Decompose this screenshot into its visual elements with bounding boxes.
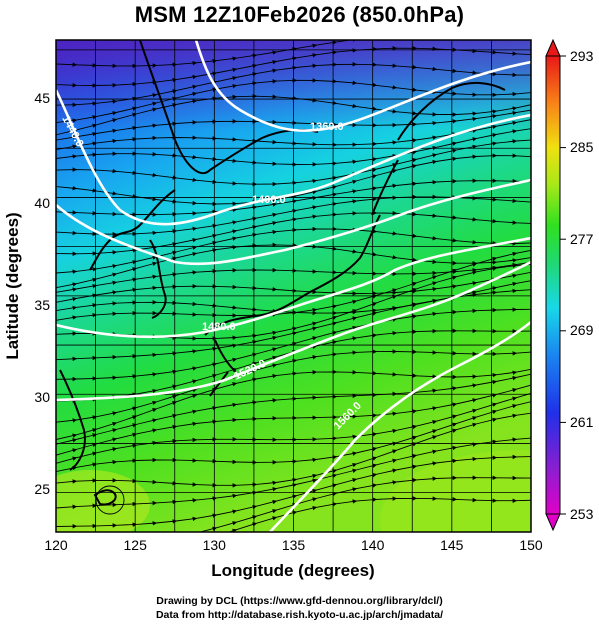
map-title: MSM 12Z10Feb2026 (850.0hPa) <box>134 2 465 27</box>
colorbar-tick-label: 285 <box>570 139 594 155</box>
credit-drawing: Drawing by DCL (https://www.gfd-dennou.o… <box>156 595 443 607</box>
colorbar-min-arrow <box>545 513 561 532</box>
contour-label: 1360.0 <box>310 121 344 133</box>
height-contours <box>56 40 531 532</box>
x-tick-label: 145 <box>440 537 464 553</box>
contour-1520 <box>56 260 531 402</box>
contour-label: 1400.0 <box>252 194 286 206</box>
contour-1360 <box>194 40 531 132</box>
colorbar: 293 285 277 269 261 253 <box>545 38 594 532</box>
x-tick-labels: 120 125 130 135 140 145 150 <box>44 537 543 553</box>
x-tick-label: 140 <box>361 537 385 553</box>
contour-1400 <box>56 89 531 226</box>
credit-data: Data from http://database.rish.kyoto-u.a… <box>155 609 444 621</box>
y-axis-label: Latitude (degrees) <box>3 212 22 359</box>
colorbar-tick-label: 277 <box>570 231 594 247</box>
contour-1560 <box>269 320 531 532</box>
y-tick-label: 45 <box>34 90 50 106</box>
x-tick-label: 135 <box>282 537 306 553</box>
contour-1480 <box>56 236 531 339</box>
colorbar-max-arrow <box>545 38 561 57</box>
x-tick-label: 125 <box>124 537 148 553</box>
y-tick-label: 40 <box>34 195 50 211</box>
y-tick-labels: 25 30 35 40 45 <box>34 90 50 497</box>
y-tick-label: 35 <box>34 297 50 313</box>
colorbar-tick-label: 261 <box>570 414 594 430</box>
x-tick-label: 120 <box>44 537 68 553</box>
colorbar-tick-label: 253 <box>570 506 594 522</box>
cyclone-swirl <box>95 485 125 515</box>
x-tick-label: 130 <box>203 537 227 553</box>
contour-label: 1480.0 <box>202 321 236 333</box>
colorbar-tick-label: 269 <box>570 322 594 338</box>
lat-lon-grid <box>55 40 532 532</box>
y-tick-label: 25 <box>34 481 50 497</box>
contour-1440 <box>56 178 531 266</box>
coastlines <box>59 40 506 506</box>
plot-frame <box>55 39 532 533</box>
y-tick-label: 30 <box>34 389 50 405</box>
x-tick-label: 150 <box>519 537 543 553</box>
x-axis-label: Longitude (degrees) <box>211 561 374 580</box>
colorbar-tick-label: 293 <box>570 48 594 64</box>
